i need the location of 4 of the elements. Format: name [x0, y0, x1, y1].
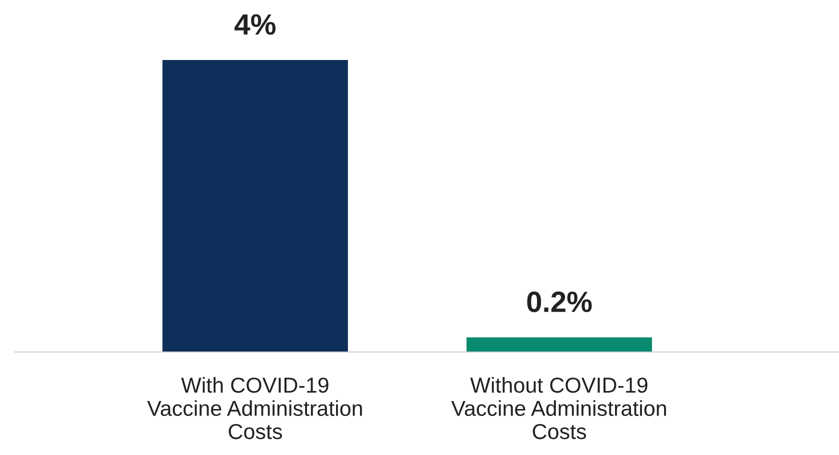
- x-tick-label: Without COVID-19 Vaccine Administration Costs: [451, 377, 666, 440]
- data-label: 0.2%: [527, 292, 592, 312]
- x-tick-label: With COVID-19 Vaccine Administration Costs: [147, 377, 362, 440]
- data-label: 4%: [234, 14, 276, 35]
